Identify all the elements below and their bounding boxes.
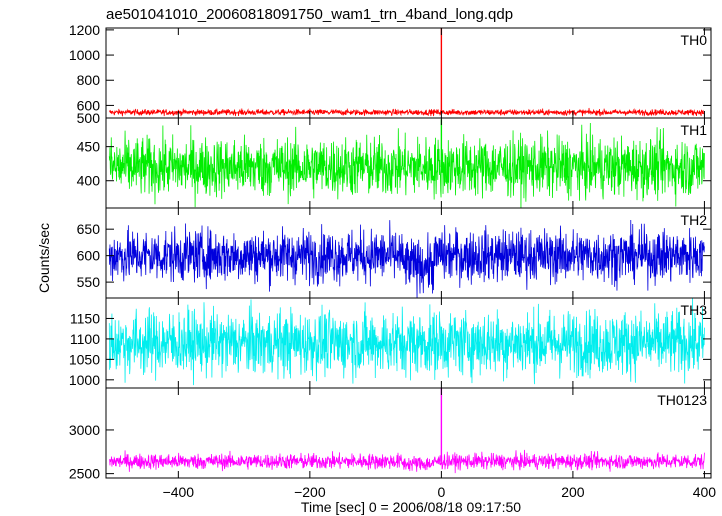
y-tick-label: 550 — [77, 274, 101, 290]
x-tick-label: −200 — [294, 484, 326, 500]
y-tick-label: 600 — [77, 97, 101, 113]
y-tick-label: 1200 — [69, 22, 100, 38]
x-tick-label: 0 — [437, 484, 445, 500]
y-tick-label: 1000 — [69, 372, 100, 388]
y-tick-label: 2500 — [69, 466, 100, 482]
y-tick-label: 3000 — [69, 422, 100, 438]
panel-th0123: 2500 3000 TH0123 — [69, 387, 712, 482]
panel-label-th2: TH2 — [681, 212, 708, 228]
y-tick-label: 650 — [77, 221, 101, 237]
panels-group: 50060080010001200TH0400450TH1550600650TH… — [69, 22, 712, 482]
y-tick-label: 1150 — [70, 310, 100, 326]
x-axis: −400 −200 0 200 400 — [163, 484, 717, 500]
x-axis-label: Time [sec] 0 = 2006/08/18 09:17:50 — [301, 499, 521, 515]
panel-th2: 550 600 650 TH2 — [77, 207, 712, 299]
series-line-th0123 — [109, 449, 705, 474]
y-tick-label: 500 — [77, 110, 101, 126]
panel-th1: 400 450 TH1 — [77, 117, 712, 209]
y-tick-label: 1050 — [69, 351, 100, 367]
y-tick-label: 1100 — [70, 331, 100, 347]
series-line-th2 — [108, 220, 705, 298]
series-line-th1 — [108, 123, 705, 208]
panel-label-th1: TH1 — [681, 122, 708, 138]
y-tick-label: 800 — [77, 72, 101, 88]
panel-frame — [105, 387, 712, 479]
y-axis-label: Counts/sec — [36, 223, 52, 293]
y-tick-label: 600 — [77, 248, 101, 264]
x-tick-label: −400 — [163, 484, 195, 500]
series-line-th3 — [108, 298, 705, 386]
panel-label-th0123: TH0123 — [657, 392, 707, 408]
y-tick-label: 1000 — [69, 47, 100, 63]
y-tick-label: 400 — [77, 173, 101, 189]
chart-title: ae501041010_20060818091750_wam1_trn_4ban… — [106, 6, 513, 23]
x-tick-label: 200 — [561, 484, 585, 500]
y-tick-label: 450 — [77, 139, 101, 155]
x-tick-label: 400 — [693, 484, 717, 500]
panel-label-th0: TH0 — [681, 32, 708, 48]
panel-frame — [105, 27, 712, 119]
series-line-th0 — [108, 107, 705, 117]
panel-th3: 1000 1050 1100 1150 TH3 — [69, 297, 712, 389]
panel-label-th3: TH3 — [681, 302, 708, 318]
